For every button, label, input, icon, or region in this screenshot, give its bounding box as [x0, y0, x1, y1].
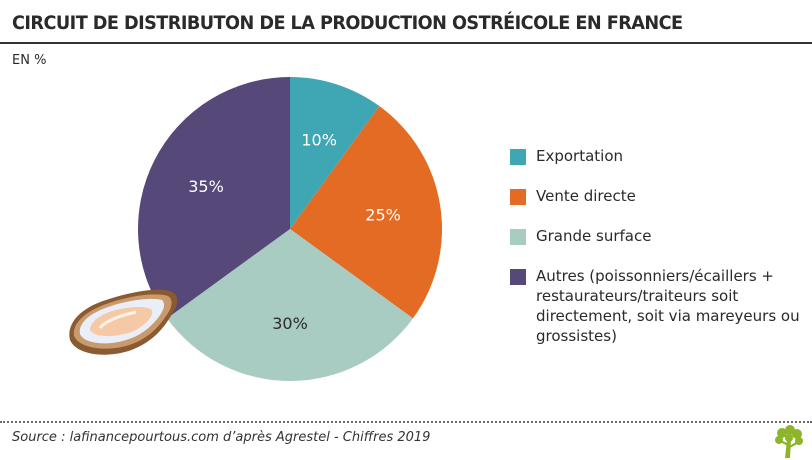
- legend-item-exportation: Exportation: [510, 146, 810, 166]
- chart-title: CIRCUIT DE DISTRIBUTON DE LA PRODUCTION …: [12, 12, 683, 34]
- legend-swatch: [510, 229, 526, 245]
- legend-label: Grande surface: [536, 227, 652, 245]
- slice-value-label: 25%: [365, 205, 401, 224]
- pie-slice-grande: [167, 229, 413, 381]
- unit-label: EN %: [12, 53, 47, 68]
- slice-value-label: 30%: [272, 314, 308, 333]
- tree-logo-icon: [775, 425, 803, 458]
- pie-slice-exportation: [290, 77, 380, 229]
- legend: Exportation Vente directe Grande surface…: [510, 146, 810, 366]
- source-note: Source : lafinancepourtous.com d’après A…: [12, 430, 431, 445]
- legend-label: Exportation: [536, 147, 624, 165]
- legend-label: Vente directe: [536, 187, 636, 205]
- title-divider: [0, 42, 812, 44]
- slice-value-label: 10%: [301, 130, 337, 149]
- legend-swatch: [510, 269, 526, 285]
- legend-label: Autres (poissonniers/écaillers + restaur…: [536, 267, 800, 345]
- legend-swatch: [510, 189, 526, 205]
- legend-item-autres: Autres (poissonniers/écaillers + restaur…: [510, 266, 810, 346]
- oyster-icon: [69, 289, 178, 355]
- legend-swatch: [510, 149, 526, 165]
- legend-item-vente-directe: Vente directe: [510, 186, 810, 206]
- pie-slice-autres: [138, 77, 290, 319]
- pie-slice-vente: [290, 106, 442, 319]
- slice-value-label: 35%: [188, 177, 224, 196]
- footer-divider: [0, 421, 812, 423]
- legend-item-grande-surface: Grande surface: [510, 226, 810, 246]
